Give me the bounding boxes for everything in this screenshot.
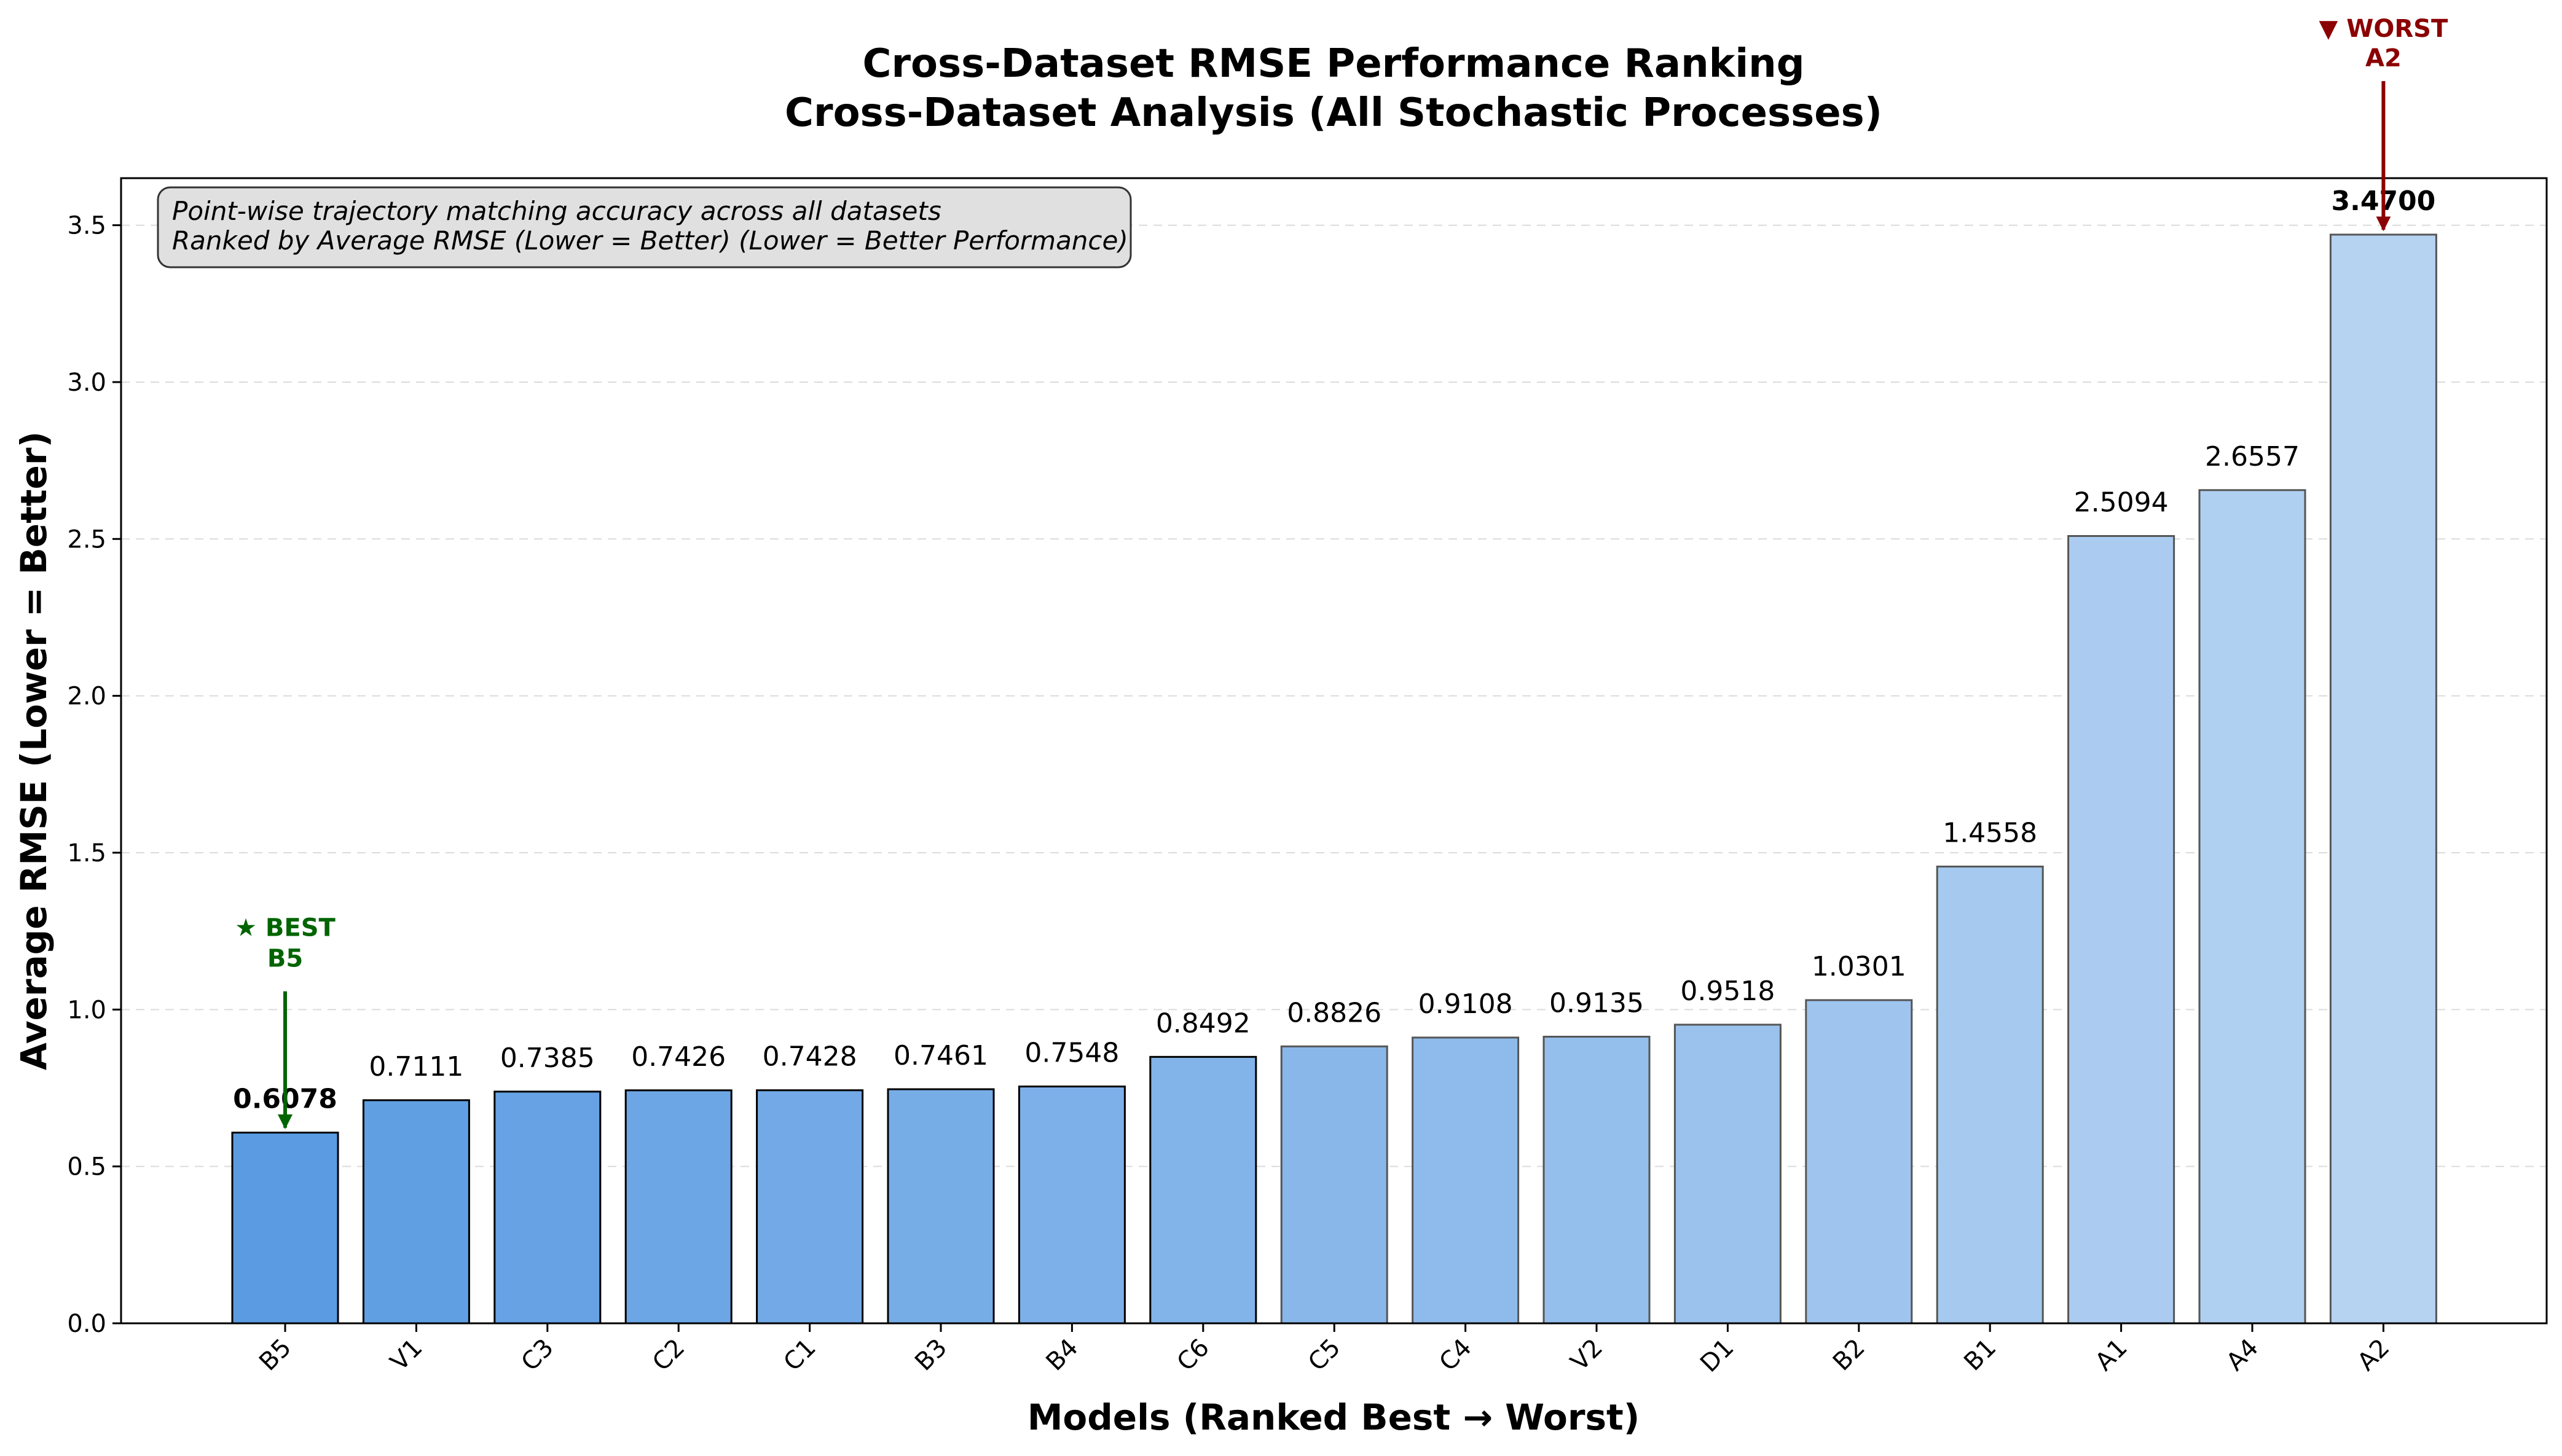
y-axis-label: Average RMSE (Lower = Better) xyxy=(13,431,55,1070)
y-tick-label: 2.5 xyxy=(67,525,106,554)
bar-b2 xyxy=(1805,999,1913,1325)
value-label: 0.7461 xyxy=(894,1040,988,1071)
bar-c4 xyxy=(1412,1036,1520,1325)
value-label: 0.8492 xyxy=(1156,1008,1251,1039)
x-tick-label: C3 xyxy=(516,1334,559,1377)
x-tick-label: B3 xyxy=(910,1334,953,1377)
best-label: ★ BEST xyxy=(235,914,336,942)
annotation-box-background xyxy=(157,186,1132,268)
x-tick-label: A2 xyxy=(2352,1334,2395,1377)
bar-b1 xyxy=(1936,866,2044,1325)
y-tick-label: 2.0 xyxy=(67,683,106,711)
value-label: 0.9518 xyxy=(1680,976,1775,1007)
x-ticks: B5 V1 C3 C2 C1 B3 B4 C6 C5 C4 V2 D1 B2 B1 A1 A4 A2 xyxy=(254,1323,2395,1378)
value-label: 2.6557 xyxy=(2205,441,2300,472)
value-label: 1.4558 xyxy=(1943,818,2037,849)
bar-c6 xyxy=(1149,1055,1257,1325)
chart-title: Cross-Dataset RMSE Performance Ranking xyxy=(863,41,1805,87)
x-tick-label: A1 xyxy=(2090,1334,2133,1377)
bars xyxy=(231,233,2437,1325)
worst-label: ▼ WORST xyxy=(2319,15,2448,43)
x-tick-label: C2 xyxy=(647,1334,690,1377)
best-model-label: B5 xyxy=(267,945,303,973)
chart-subtitle: Cross-Dataset Analysis (All Stochastic P… xyxy=(785,90,1882,136)
bar-v2 xyxy=(1542,1035,1651,1325)
bar-c2 xyxy=(624,1089,733,1325)
value-label: 0.7385 xyxy=(500,1043,595,1074)
y-tick-label: 1.0 xyxy=(67,996,106,1024)
y-tick-label: 0.0 xyxy=(67,1310,106,1338)
x-tick-label: B5 xyxy=(254,1334,297,1377)
x-tick-label: B1 xyxy=(1959,1334,2002,1377)
x-tick-label: V1 xyxy=(385,1334,428,1377)
value-label: 0.7111 xyxy=(369,1051,463,1082)
y-tick-label: 0.5 xyxy=(67,1153,106,1181)
y-tick-label: 3.0 xyxy=(67,369,106,397)
x-tick-label: B4 xyxy=(1041,1334,1084,1377)
bar-b3 xyxy=(887,1088,995,1325)
bar-c1 xyxy=(756,1089,864,1325)
y-tick-label: 1.5 xyxy=(67,839,106,867)
value-label: 2.5094 xyxy=(2074,487,2169,518)
value-label: 0.7428 xyxy=(763,1041,857,1073)
value-label: 0.8826 xyxy=(1287,997,1381,1028)
y-ticks: 0.0 0.5 1.0 1.5 2.0 2.5 3.0 3.5 xyxy=(67,212,121,1338)
value-label: 0.7548 xyxy=(1024,1038,1119,1069)
x-tick-label: C5 xyxy=(1303,1334,1346,1377)
bar-a2 xyxy=(2329,233,2437,1325)
bar-d1 xyxy=(1673,1024,1782,1325)
bar-b4 xyxy=(1018,1086,1126,1325)
bar-a4 xyxy=(2198,489,2306,1325)
annotation-box: Point-wise trajectory matching accuracy … xyxy=(157,186,1132,268)
value-label: 0.7426 xyxy=(631,1041,726,1073)
worst-model-label: A2 xyxy=(2365,44,2402,72)
bar-b5 xyxy=(231,1132,339,1325)
x-tick-label: C6 xyxy=(1172,1334,1215,1377)
x-tick-label: A4 xyxy=(2221,1334,2264,1377)
x-tick-label: B2 xyxy=(1828,1334,1871,1377)
bar-c5 xyxy=(1280,1045,1388,1325)
x-axis-label: Models (Ranked Best → Worst) xyxy=(1028,1396,1640,1438)
annotation-line-2: Ranked by Average RMSE (Lower = Better) … xyxy=(172,225,1128,256)
x-tick-label: D1 xyxy=(1695,1334,1739,1378)
value-label: 0.9108 xyxy=(1418,988,1513,1020)
x-tick-label: C1 xyxy=(778,1334,821,1377)
bar-c3 xyxy=(493,1090,602,1325)
bar-v1 xyxy=(362,1099,470,1325)
x-tick-label: V2 xyxy=(1565,1334,1608,1377)
annotation-line-1: Point-wise trajectory matching accuracy … xyxy=(172,196,941,226)
value-label: 1.0301 xyxy=(1812,951,1906,982)
x-tick-label: C4 xyxy=(1434,1334,1477,1377)
value-label: 0.9135 xyxy=(1549,987,1644,1019)
y-tick-label: 3.5 xyxy=(67,212,106,240)
bar-a1 xyxy=(2067,534,2175,1325)
